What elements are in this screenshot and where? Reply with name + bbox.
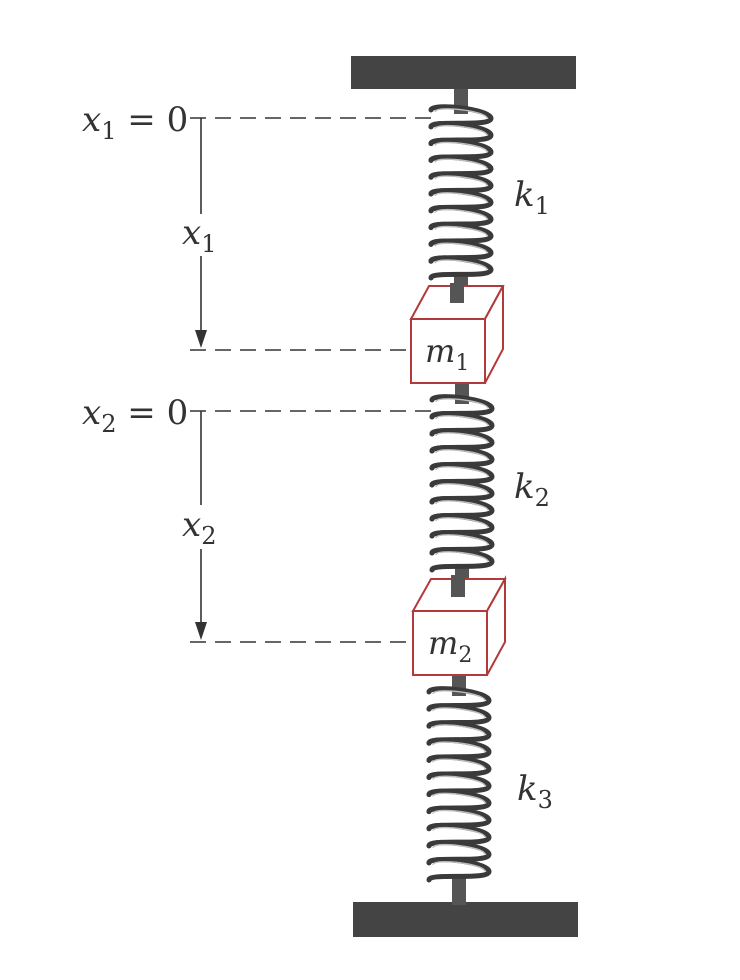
- connector-rod: [451, 575, 465, 597]
- spring-k3: [426, 675, 492, 905]
- arrow-x2: [195, 411, 207, 640]
- label-x1-zero: x1 = 0: [82, 100, 188, 145]
- spring-coil-highlight: [432, 861, 486, 872]
- spring-coil-highlight: [435, 449, 489, 460]
- arrow-x1: [195, 118, 207, 348]
- spring-coil-highlight: [435, 517, 489, 528]
- spring-coil-highlight: [434, 192, 488, 203]
- spring-coil-highlight: [435, 415, 489, 426]
- mass-m1: [409, 283, 505, 384]
- spring-coil-highlight: [435, 483, 489, 494]
- spring-coil: [426, 857, 492, 883]
- spring-coil-highlight: [432, 758, 486, 770]
- spring-k2: [429, 383, 495, 590]
- connector-rod: [450, 283, 464, 303]
- spring-coil-highlight: [434, 124, 488, 136]
- spring-coil-highlight: [435, 398, 489, 409]
- spring-coil-highlight: [432, 775, 486, 787]
- spring-coil-highlight: [432, 809, 486, 821]
- spring-coil: [429, 547, 495, 573]
- spring-coil-highlight: [435, 432, 489, 443]
- spring-coil-highlight: [434, 208, 488, 220]
- spring-rod: [452, 876, 466, 905]
- spring-coil-highlight: [432, 741, 486, 753]
- spring-coil-highlight: [432, 724, 486, 736]
- spring-coil-highlight: [434, 175, 488, 186]
- spring-k1: [428, 89, 494, 300]
- spring-coil-highlight: [435, 500, 489, 511]
- spring-coil-highlight: [435, 551, 489, 562]
- spring-coil-highlight: [434, 242, 488, 254]
- label-x2-zero: x2 = 0: [82, 393, 188, 438]
- label-k3: k3: [517, 769, 553, 814]
- spring-coil-highlight: [434, 158, 488, 170]
- spring-coil-highlight: [434, 225, 488, 237]
- spring-coil-highlight: [434, 259, 488, 270]
- spring-coil-highlight: [434, 141, 488, 153]
- label-m2: m2: [428, 624, 472, 668]
- spring-coil: [428, 255, 494, 281]
- spring-coil-highlight: [435, 466, 489, 477]
- bottom-support: [353, 902, 578, 937]
- label-m1: m1: [425, 332, 469, 376]
- label-k1: k1: [514, 175, 550, 220]
- spring-coil-highlight: [432, 690, 486, 701]
- label-k2: k2: [514, 467, 550, 512]
- spring-coil-highlight: [432, 843, 486, 855]
- label-x2: x2: [182, 505, 216, 550]
- spring-coil-highlight: [435, 534, 489, 545]
- spring-coil-highlight: [434, 108, 488, 119]
- spring-coil-highlight: [432, 707, 486, 719]
- spring-coil-highlight: [432, 826, 486, 838]
- top-support: [351, 56, 576, 89]
- label-x1: x1: [182, 213, 216, 258]
- spring-coil-highlight: [432, 792, 486, 804]
- mass-m2: [411, 575, 507, 676]
